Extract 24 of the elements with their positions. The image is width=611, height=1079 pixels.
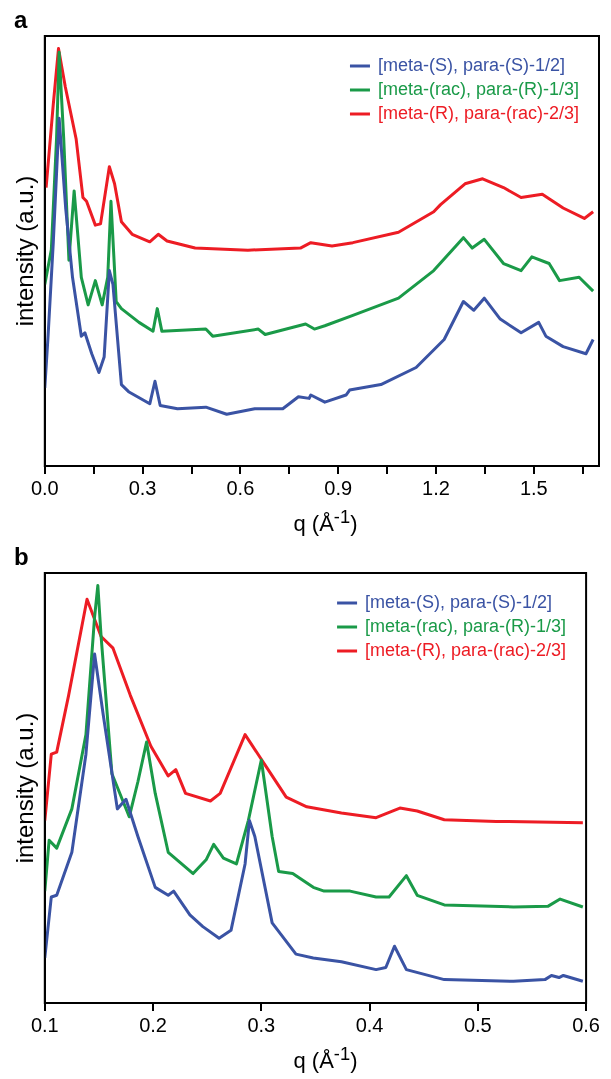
x-axis-title: q (Å$^{-1}$) [292, 1042, 359, 1075]
chart-title: b [13, 543, 30, 571]
x-tick-label: 0.0 [30, 476, 59, 499]
x-tick-label: 0.2 [139, 1013, 167, 1036]
x-axis-title: q (Å$^{-1}$) [292, 505, 359, 538]
x-tick-label: 0.3 [247, 1013, 276, 1036]
y-axis-title: intensity (a.u.) [11, 712, 39, 864]
x-tick-label: 1.5 [519, 476, 548, 499]
x-tick-label: 1.2 [422, 476, 450, 499]
legend-label: [meta-(S), para-(S)-1/2] [377, 54, 566, 75]
legend-label: [meta-(rac), para-(R)-1/3] [377, 78, 580, 99]
x-tick-label: 0.1 [30, 1013, 59, 1036]
x-tick-label: 0.4 [355, 1013, 384, 1036]
y-axis-title: intensity (a.u.) [11, 175, 39, 327]
legend-label: [meta-(R), para-(rac)-2/3] [377, 102, 580, 123]
x-tick-label: 0.6 [226, 476, 255, 499]
x-tick-label: 0.6 [572, 1013, 600, 1036]
legend-label: [meta-(R), para-(rac)-2/3] [365, 640, 567, 661]
legend-label: [meta-(rac), para-(R)-1/3] [365, 616, 567, 637]
x-tick-label: 0.9 [324, 476, 353, 499]
legend-label: [meta-(S), para-(S)-1/2] [365, 592, 553, 613]
chart-title: a [13, 6, 29, 33]
x-tick-label: 0.5 [463, 1013, 492, 1036]
x-tick-label: 0.3 [128, 476, 157, 499]
